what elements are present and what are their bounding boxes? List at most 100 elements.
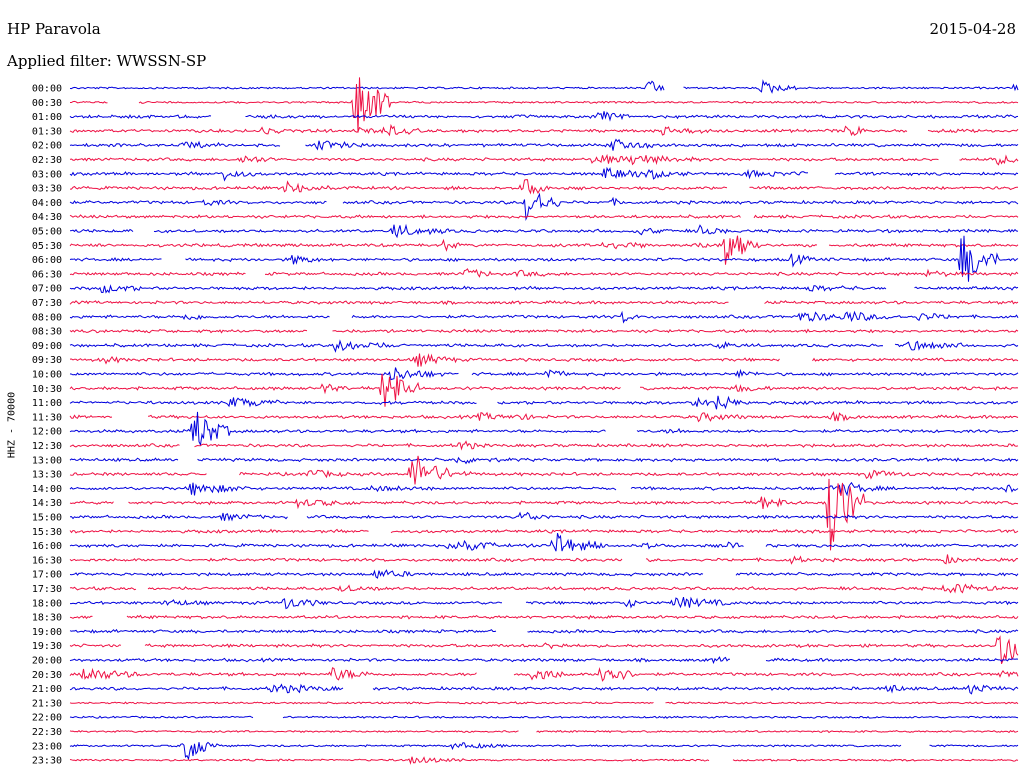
y-tick-label: 17:30 [32, 584, 62, 595]
trace-row [69, 310, 1019, 324]
y-tick-label: 20:00 [32, 656, 62, 667]
trace-row [69, 715, 1019, 719]
y-tick-label: 01:00 [32, 112, 62, 123]
trace-row [69, 367, 1019, 381]
y-tick-label: 09:00 [32, 341, 62, 352]
y-tick-label: 06:30 [32, 269, 62, 280]
y-tick-label: 20:30 [32, 670, 62, 681]
y-tick-label: 06:00 [32, 255, 62, 266]
trace-row [69, 533, 1019, 552]
y-tick-label: 10:00 [32, 370, 62, 381]
trace-row [69, 656, 1019, 665]
trace-row [69, 411, 1019, 447]
y-tick-label: 23:00 [32, 741, 62, 752]
y-tick-label: 09:30 [32, 355, 62, 366]
y-tick-label: 08:00 [32, 312, 62, 323]
trace-row [70, 179, 1018, 195]
trace-row [69, 192, 1019, 222]
trace-row [69, 511, 1019, 522]
trace-row [69, 701, 1019, 705]
y-tick-label: 00:00 [32, 84, 62, 95]
y-tick-label: 23:30 [32, 756, 62, 767]
trace-row [69, 683, 1019, 695]
y-tick-label: 02:30 [32, 155, 62, 166]
trace-row [69, 268, 1019, 278]
trace-row [69, 138, 1019, 151]
y-tick-label: 12:00 [32, 427, 62, 438]
trace-row [69, 373, 1019, 407]
trace-row [69, 299, 1019, 306]
y-tick-label: 22:30 [32, 727, 62, 738]
trace-row [69, 528, 1019, 534]
trace-row [69, 614, 1019, 620]
y-tick-label: 07:30 [32, 298, 62, 309]
y-tick-label: 04:00 [32, 198, 62, 209]
trace-row [69, 223, 1019, 239]
y-tick-label: 03:00 [32, 169, 62, 180]
trace-row [69, 395, 1019, 410]
trace-row [69, 214, 1019, 220]
trace-row [69, 635, 1019, 664]
y-tick-label: 07:00 [32, 284, 62, 295]
trace-row [69, 353, 1019, 367]
trace-row [69, 235, 1019, 265]
trace-row [69, 153, 1019, 166]
trace-row [69, 583, 1019, 594]
y-tick-label: 11:00 [32, 398, 62, 409]
trace-row [70, 596, 1019, 610]
trace-row [69, 741, 1019, 761]
y-tick-label: 14:30 [32, 498, 62, 509]
y-tick-label: 19:30 [32, 641, 62, 652]
y-tick-label: 16:30 [32, 555, 62, 566]
trace-row [69, 455, 1019, 485]
y-tick-label: 21:00 [32, 684, 62, 695]
y-tick-label: 19:00 [32, 627, 62, 638]
y-tick-label: 21:30 [32, 698, 62, 709]
trace-row [69, 411, 1019, 423]
y-tick-label: 10:30 [32, 384, 62, 395]
y-tick-label: 16:00 [32, 541, 62, 552]
trace-row [69, 284, 1019, 294]
date-label: 2015-04-28 [929, 20, 1016, 38]
y-tick-label: 05:00 [32, 227, 62, 238]
trace-row [69, 554, 1019, 565]
trace-row [69, 456, 1019, 465]
trace-row [69, 166, 1019, 182]
y-tick-label: 18:00 [32, 598, 62, 609]
y-tick-label: 05:30 [32, 241, 62, 252]
y-tick-label: 22:00 [32, 713, 62, 724]
filter-label: Applied filter: WWSSN-SP [7, 52, 207, 70]
trace-row [69, 440, 1019, 451]
y-tick-label: 08:30 [32, 327, 62, 338]
y-tick-label: 02:00 [32, 141, 62, 152]
trace-row [69, 123, 1019, 137]
y-tick-label: 11:30 [32, 412, 62, 423]
trace-row [69, 667, 1019, 682]
trace-row [69, 235, 1019, 282]
y-tick-label: 15:30 [32, 527, 62, 538]
y-tick-label: 01:30 [32, 126, 62, 137]
y-tick-label: 18:30 [32, 613, 62, 624]
station-title: HP Paravola [7, 20, 101, 38]
trace-row [69, 111, 1019, 122]
trace-row [69, 729, 1019, 734]
y-tick-label: 03:30 [32, 184, 62, 195]
trace-row [69, 569, 1019, 579]
trace-row [69, 339, 1019, 353]
trace-row [69, 481, 1019, 497]
trace-row [70, 77, 1019, 133]
y-tick-label: 04:30 [32, 212, 62, 223]
y-tick-label: 12:30 [32, 441, 62, 452]
trace-row [69, 79, 1019, 94]
y-tick-label: 13:30 [32, 470, 62, 481]
y-tick-label: 00:30 [32, 98, 62, 109]
y-tick-label: 15:00 [32, 513, 62, 524]
trace-row [69, 756, 1019, 765]
trace-row [69, 328, 1019, 334]
trace-row [69, 628, 1019, 634]
trace-row [69, 478, 1019, 551]
y-tick-label: 14:00 [32, 484, 62, 495]
y-tick-label: 17:00 [32, 570, 62, 581]
y-tick-label: 13:00 [32, 455, 62, 466]
